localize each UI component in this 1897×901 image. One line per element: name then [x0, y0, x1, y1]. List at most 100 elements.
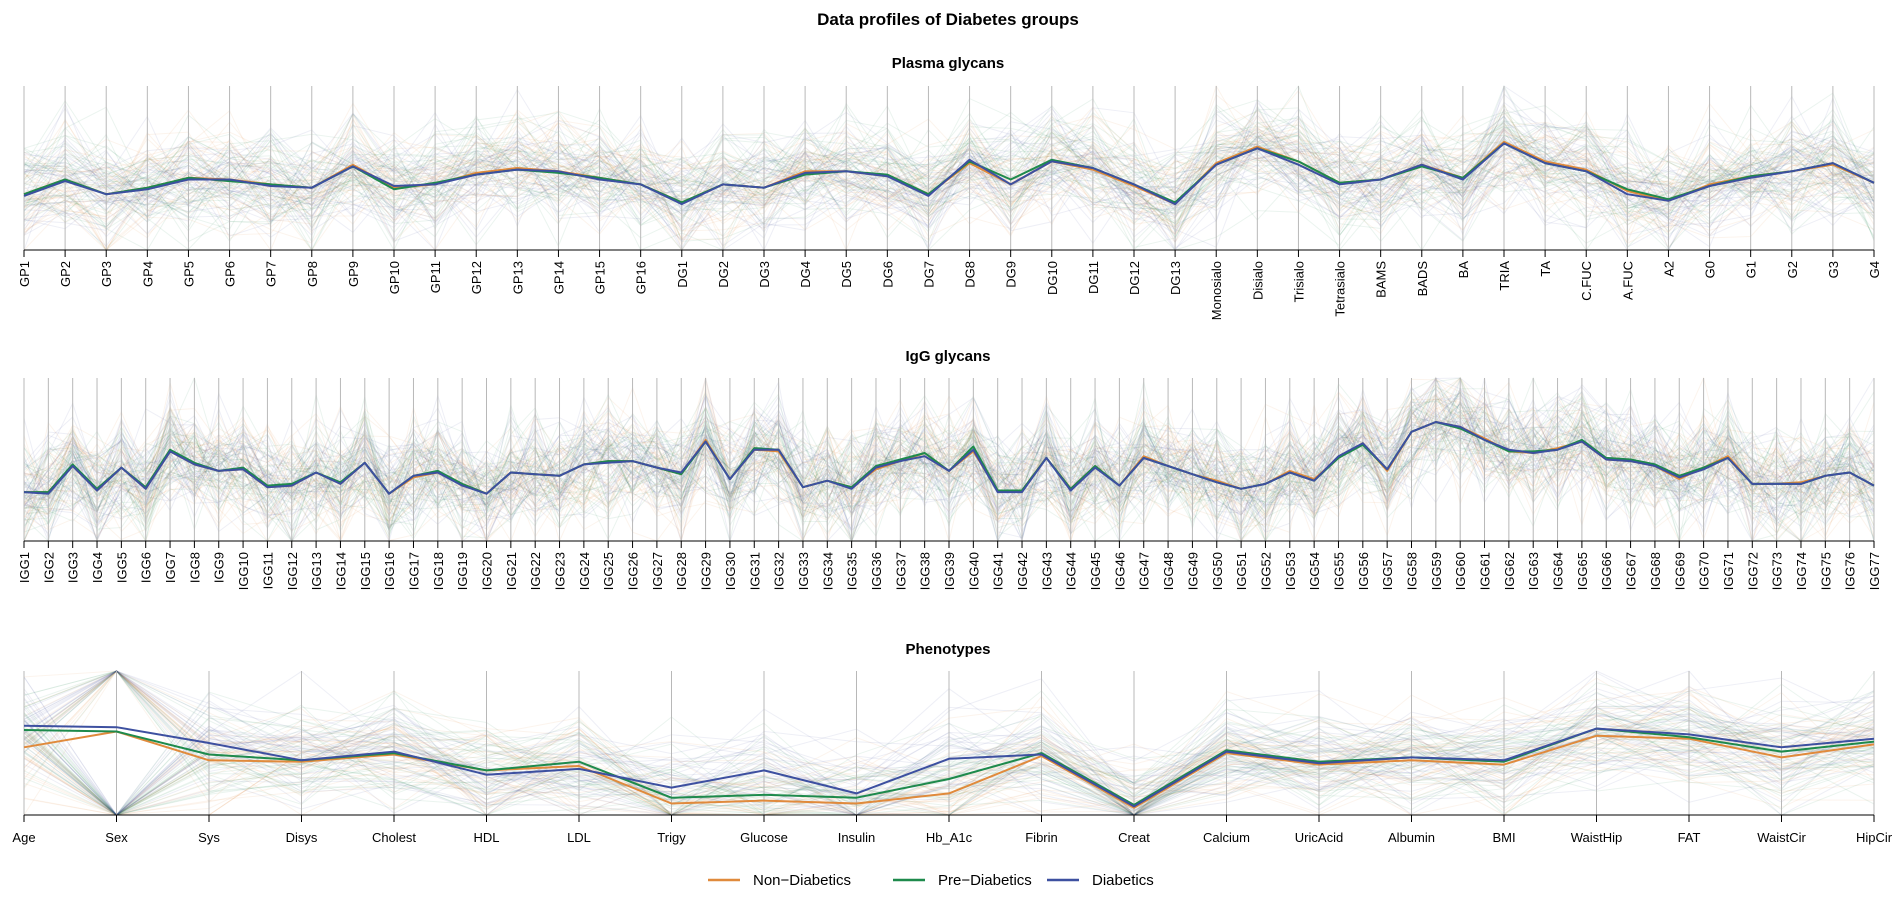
tick-label: Fibrin: [1025, 830, 1058, 845]
profile-line: [23, 107, 1875, 229]
tick-label: GP13: [510, 261, 525, 294]
tick-label: IGG23: [553, 552, 568, 590]
tick-label: IGG37: [893, 552, 908, 590]
tick-label: Trisialo: [1291, 261, 1306, 302]
tick-label: Disys: [286, 830, 318, 845]
profile-line: [23, 99, 1875, 217]
tick-label: C.FUC: [1579, 261, 1594, 301]
profile-line: [23, 107, 1875, 230]
profile-line: [23, 150, 1875, 251]
profile-line: [23, 133, 1875, 251]
tick-label: DG3: [757, 261, 772, 288]
tick-label: IGG58: [1405, 552, 1420, 590]
profile-line: [23, 84, 1875, 206]
tick-label: IGG36: [869, 552, 884, 590]
profile-line: [23, 84, 1875, 222]
profile-line: [23, 144, 1875, 238]
tick-label: A2: [1661, 261, 1676, 277]
profile-line: [23, 105, 1875, 251]
profile-line: [23, 128, 1875, 251]
tick-label: FAT: [1678, 830, 1701, 845]
tick-label: IGG33: [796, 552, 811, 590]
tick-label: DG9: [1004, 261, 1019, 288]
tick-label: BAMS: [1374, 261, 1389, 298]
tick-label: IGG77: [1867, 552, 1882, 590]
profile-line: [23, 101, 1875, 240]
profile-line: [23, 98, 1875, 249]
tick-label: IGG54: [1307, 552, 1322, 590]
tick-label: DG2: [716, 261, 731, 288]
tick-label: IGG61: [1478, 552, 1493, 590]
tick-label: IGG52: [1258, 552, 1273, 590]
profile-line: [23, 122, 1875, 252]
tick-label: IGG44: [1064, 552, 1079, 590]
profile-line: [23, 111, 1875, 237]
tick-label: DG1: [675, 261, 690, 288]
profile-line: [23, 104, 1875, 222]
tick-label: IGG25: [601, 552, 616, 590]
x-axis: Age Sex Sys Disys Cholest HDL LDL Trigy Glucose I…: [12, 814, 1893, 845]
series-line-diabetics: [23, 724, 1875, 808]
tick-label: Sex: [105, 830, 128, 845]
profile-line: [23, 110, 1875, 233]
tick-label: GP11: [428, 261, 443, 293]
tick-label: IGG49: [1185, 552, 1200, 590]
tick-label: IGG59: [1429, 552, 1444, 590]
profile-line: [23, 111, 1875, 240]
tick-label: IGG18: [431, 552, 446, 590]
tick-label: IGG50: [1210, 552, 1225, 590]
tick-label: IGG1: [17, 552, 32, 583]
profile-line: [23, 154, 1875, 236]
tick-label: DG6: [880, 261, 895, 288]
tick-label: IGG40: [966, 552, 981, 590]
profile-line: [23, 135, 1875, 242]
tick-label: IGG43: [1039, 552, 1054, 590]
tick-label: Trigy: [657, 830, 686, 845]
tick-label: IGG41: [991, 552, 1006, 590]
profile-line: [23, 114, 1875, 244]
profile-line: [23, 118, 1875, 252]
legend-item-non-diabetics: Non−Diabetics: [708, 872, 851, 889]
tick-label: IGG57: [1380, 552, 1395, 590]
profile-line: [23, 109, 1875, 242]
profile-line: [23, 103, 1875, 249]
profile-line: [23, 84, 1875, 216]
tick-label: DG8: [963, 261, 978, 288]
tick-label: GP1: [17, 261, 32, 287]
profile-line: [23, 117, 1875, 243]
background-profiles: [23, 84, 1875, 252]
tick-label: IGG56: [1356, 552, 1371, 590]
tick-label: IGG16: [382, 552, 397, 590]
profile-line: [23, 112, 1875, 251]
x-axis: IGG1 IGG2 IGG3 IGG4 IGG5 IGG6 IGG7 IGG8 IGG9 IGG1…: [17, 540, 1882, 590]
profile-line: [23, 134, 1875, 251]
tick-label: BMI: [1492, 830, 1515, 845]
profile-line: [23, 132, 1875, 249]
tick-label: Monosialo: [1209, 261, 1224, 320]
tick-label: IGG29: [699, 552, 714, 590]
profile-line: [23, 93, 1875, 233]
tick-label: IGG4: [90, 552, 105, 583]
tick-label: IGG3: [66, 552, 81, 583]
profile-line: [23, 108, 1875, 242]
profile-line: [23, 104, 1875, 209]
profile-line: [23, 104, 1875, 251]
tick-label: IGG45: [1088, 552, 1103, 590]
tick-label: IGG76: [1843, 552, 1858, 590]
profile-line: [23, 102, 1875, 232]
series-lines: [23, 421, 1875, 495]
tick-label: IGG38: [918, 552, 933, 590]
tick-label: IGG27: [650, 552, 665, 590]
profile-line: [23, 103, 1875, 251]
tick-label: IGG74: [1794, 552, 1809, 590]
tick-label: IGG5: [114, 552, 129, 583]
profile-line: [23, 109, 1875, 222]
panel-title: Plasma glycans: [892, 55, 1005, 72]
legend-label: Non−Diabetics: [753, 872, 851, 889]
tick-label: IGG31: [747, 552, 762, 590]
tick-label: GP2: [58, 261, 73, 287]
profile-line: [23, 149, 1875, 251]
